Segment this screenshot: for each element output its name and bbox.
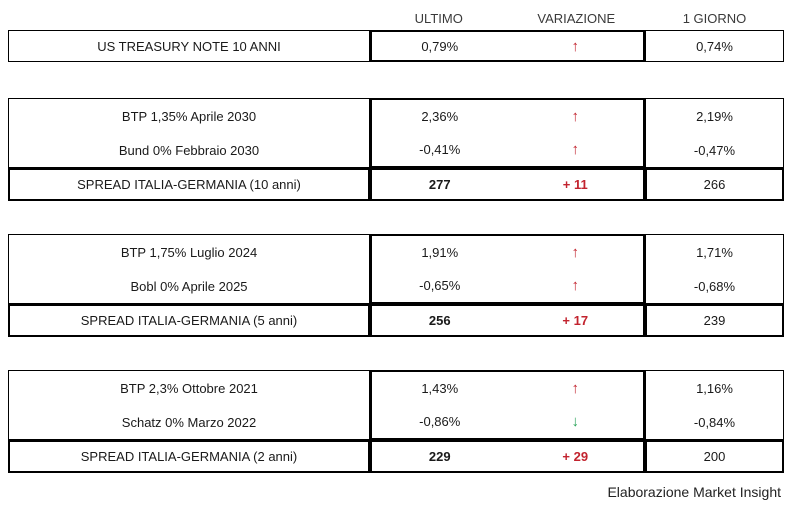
bond-label: BTP 1,75% Luglio 2024 [120,244,258,260]
giorno-box: 1,16% -0,84% [645,370,784,440]
ultimo-value: 1,43% [421,381,459,396]
ultimo-value: -0,41% [419,142,461,157]
spread-label: SPREAD ITALIA-GERMANIA (2 anni) [8,440,370,473]
bond-label: Bobl 0% Aprile 2025 [130,278,248,294]
ultimo-variazione-box: 1,43% ↑ -0,86% ↓ [370,370,645,440]
giorno-value: 2,19% [696,108,733,124]
giorno-value: -0,47% [693,142,736,158]
spread-values-box: 256 + 17 [370,304,645,337]
giorno-box: 1,71% -0,68% [645,234,784,304]
section-us-treasury: US TREASURY NOTE 10 ANNI 0,79% ↑ 0,74% [8,30,784,62]
giorno-value: 0,74% [696,38,733,54]
trend-arrow-icon: ↑ [571,108,580,125]
spread-variazione-value: + 17 [562,313,589,328]
ultimo-value: -0,65% [419,278,461,293]
ultimo-variazione-box: 2,36% ↑ -0,41% ↑ [370,98,645,168]
header-mid-group: ULTIMO VARIAZIONE [370,11,645,26]
giorno-value: -0,84% [693,414,736,430]
trend-arrow-icon: ↑ [571,244,580,261]
source-credit: Elaborazione Market Insight [607,484,781,500]
ultimo-variazione-box: 1,91% ↑ -0,65% ↑ [370,234,645,304]
bond-labels-box: US TREASURY NOTE 10 ANNI [8,30,370,62]
spread-variazione-value: + 11 [562,177,588,192]
section-2-anni: BTP 2,3% Ottobre 2021 Schatz 0% Marzo 20… [8,370,784,473]
spread-giorno-value: 239 [645,304,784,337]
spread-values-box: 229 + 29 [370,440,645,473]
header-ultimo: ULTIMO [414,10,463,26]
trend-arrow-icon: ↑ [571,37,580,55]
spread-values-box: 277 + 11 [370,168,645,201]
spread-ultimo-value: 229 [428,449,451,464]
ultimo-value: -0,86% [419,414,461,429]
bond-labels-box: BTP 2,3% Ottobre 2021 Schatz 0% Marzo 20… [8,370,370,440]
trend-arrow-icon: ↓ [571,413,580,430]
spread-label: SPREAD ITALIA-GERMANIA (10 anni) [8,168,370,201]
table-area: ULTIMO VARIAZIONE 1 GIORNO US TREASURY N… [8,6,784,473]
bond-labels-box: BTP 1,35% Aprile 2030 Bund 0% Febbraio 2… [8,98,370,168]
spread-variazione-value: + 29 [562,449,589,464]
bond-label: US TREASURY NOTE 10 ANNI [97,38,281,54]
trend-arrow-icon: ↑ [571,380,580,397]
spread-giorno-value: 266 [645,168,784,201]
giorno-value: 1,71% [696,244,733,260]
bond-label: Bund 0% Febbraio 2030 [118,142,260,158]
header-1-giorno: 1 GIORNO [682,10,747,26]
bond-label: BTP 1,35% Aprile 2030 [121,108,257,124]
section-10-anni: BTP 1,35% Aprile 2030 Bund 0% Febbraio 2… [8,98,784,201]
ultimo-value: 1,91% [421,245,459,260]
section-5-anni: BTP 1,75% Luglio 2024 Bobl 0% Aprile 202… [8,234,784,337]
spread-ultimo-value: 256 [428,313,451,328]
ultimo-variazione-box: 0,79% ↑ [370,30,645,62]
bond-label: BTP 2,3% Ottobre 2021 [120,380,258,396]
ultimo-value: 0,79% [421,38,459,54]
trend-arrow-icon: ↑ [571,141,580,158]
trend-arrow-icon: ↑ [571,277,580,294]
ultimo-value: 2,36% [421,109,459,124]
column-headers: ULTIMO VARIAZIONE 1 GIORNO [8,6,784,30]
bond-label: Schatz 0% Marzo 2022 [121,414,257,430]
spread-ultimo-value: 277 [428,177,451,192]
header-variazione: VARIAZIONE [537,10,616,26]
spread-label: SPREAD ITALIA-GERMANIA (5 anni) [8,304,370,337]
bond-labels-box: BTP 1,75% Luglio 2024 Bobl 0% Aprile 202… [8,234,370,304]
giorno-box: 2,19% -0,47% [645,98,784,168]
giorno-box: 0,74% [645,30,784,62]
spread-giorno-value: 200 [645,440,784,473]
giorno-value: -0,68% [693,278,736,294]
giorno-value: 1,16% [696,380,733,396]
